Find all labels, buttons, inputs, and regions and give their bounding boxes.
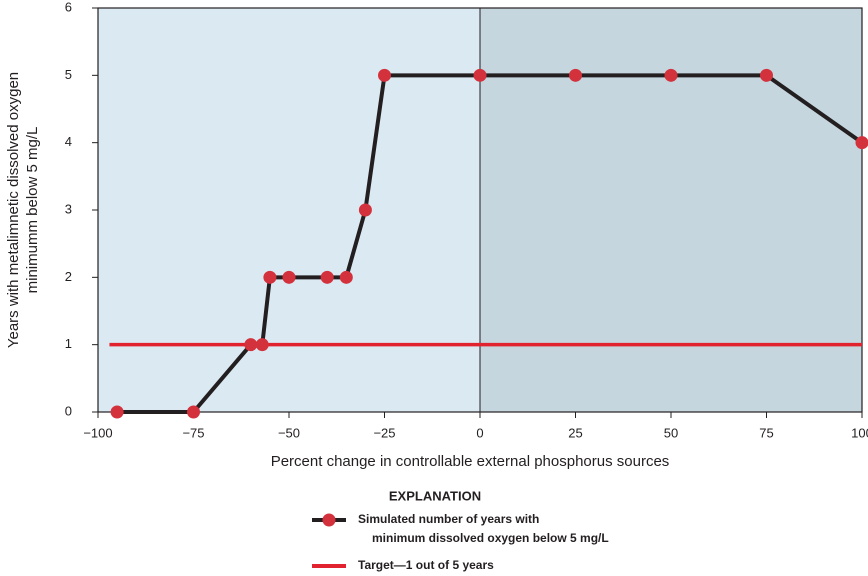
shaded-region (97, 7, 481, 413)
x-tick-label: 75 (759, 425, 773, 440)
y-tick-label: 2 (65, 269, 72, 284)
legend-label: Simulated number of years with (358, 512, 539, 526)
legend-label: Target—1 out of 5 years (358, 558, 494, 572)
data-point (664, 68, 678, 82)
data-point (255, 338, 269, 352)
x-tick-label: −75 (182, 425, 204, 440)
data-point (473, 68, 487, 82)
y-axis-title: minimumm below 5 mg/L (24, 127, 41, 294)
x-tick-label: −50 (278, 425, 300, 440)
data-point (760, 68, 773, 82)
legend-marker (322, 513, 336, 527)
data-point (282, 270, 296, 284)
x-tick-label: 25 (568, 425, 582, 440)
data-point (320, 270, 334, 284)
x-axis-title: Percent change in controllable external … (271, 453, 670, 470)
y-tick-label: 3 (65, 201, 72, 216)
data-point (378, 68, 391, 82)
legend-title: EXPLANATION (389, 488, 481, 503)
y-axis-title: Years with metalimnetic dissolved oxygen (5, 72, 22, 348)
data-point (187, 405, 200, 419)
x-tick-label: −25 (373, 425, 395, 440)
data-point (569, 68, 582, 82)
data-point (244, 338, 258, 352)
data-point (358, 203, 372, 217)
y-tick-label: 0 (65, 403, 72, 418)
x-tick-label: −100 (83, 425, 112, 440)
x-tick-label: 0 (476, 425, 483, 440)
y-tick-label: 6 (65, 0, 72, 14)
shaded-region (479, 7, 863, 413)
data-point (339, 270, 353, 284)
x-tick-label: 100 (851, 425, 868, 440)
y-tick-label: 5 (65, 67, 72, 82)
legend-label: minimum dissolved oxygen below 5 mg/L (372, 531, 609, 545)
y-tick-label: 1 (65, 336, 72, 351)
data-point (263, 270, 277, 284)
data-point (855, 136, 868, 150)
data-point (110, 405, 124, 419)
x-tick-label: 50 (664, 425, 678, 440)
y-tick-label: 4 (65, 134, 72, 149)
